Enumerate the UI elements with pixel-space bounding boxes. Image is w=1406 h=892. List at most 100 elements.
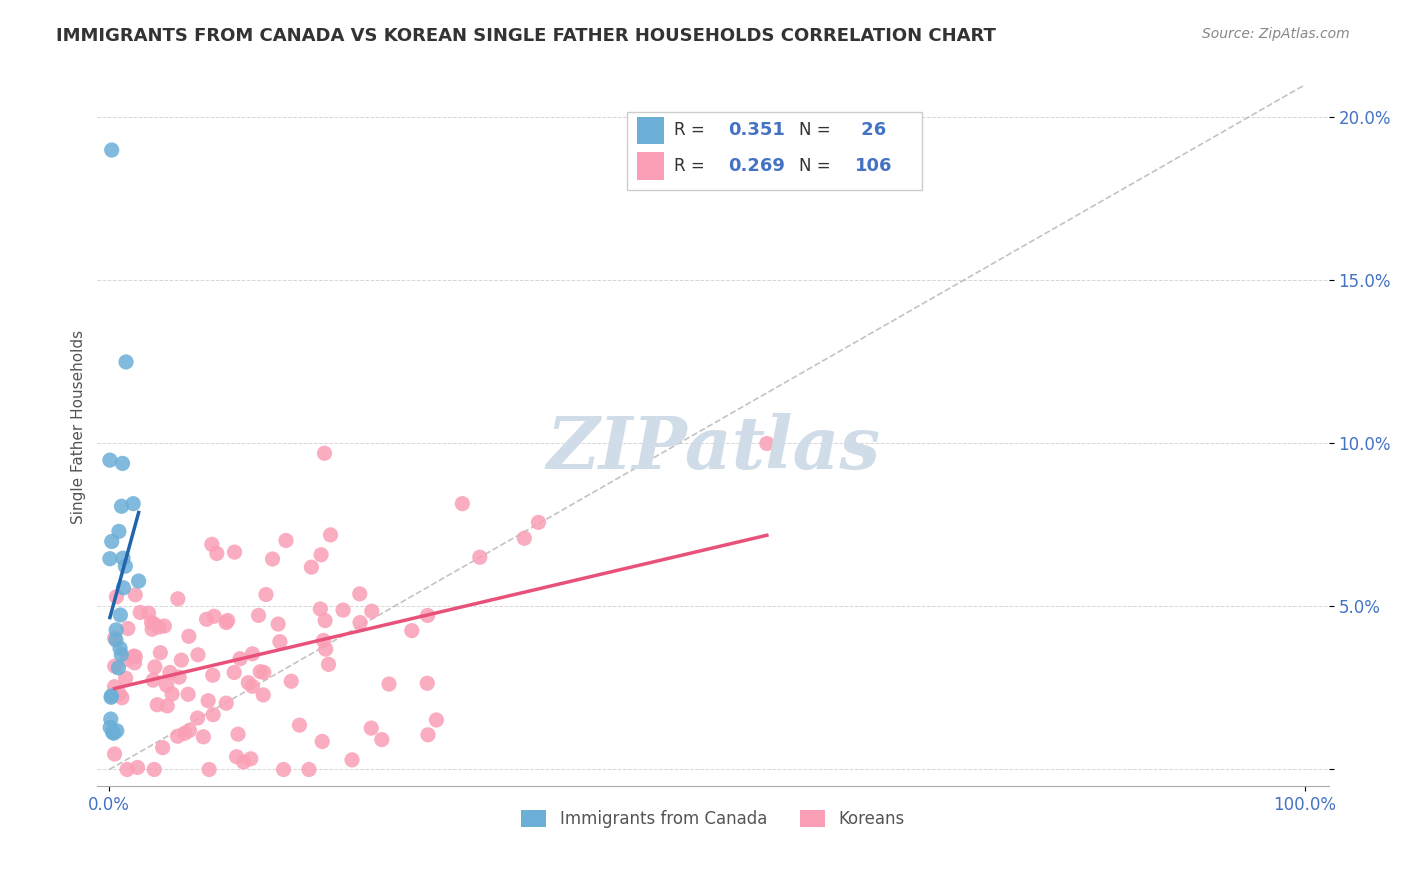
Point	[143, 763, 166, 777]
Point	[349, 615, 371, 630]
Point	[117, 622, 139, 636]
Point	[156, 698, 179, 713]
Point	[110, 648, 132, 662]
Point	[153, 619, 176, 633]
Point	[319, 528, 342, 542]
Point	[129, 606, 152, 620]
Point	[143, 617, 166, 632]
Point	[179, 723, 201, 738]
Point	[141, 622, 163, 636]
Point	[124, 649, 146, 664]
Bar	[637, 117, 664, 144]
Point	[110, 607, 132, 622]
Point	[198, 763, 221, 777]
Point	[127, 760, 149, 774]
Text: R =: R =	[673, 121, 710, 139]
Point	[253, 665, 276, 680]
Point	[249, 665, 271, 679]
Point	[100, 689, 122, 703]
Point	[332, 603, 354, 617]
Point	[101, 725, 124, 739]
Text: 26: 26	[855, 121, 886, 139]
Point	[155, 678, 177, 692]
Point	[247, 608, 270, 623]
Point	[309, 548, 332, 562]
Point	[112, 581, 135, 595]
Point	[262, 552, 284, 566]
Point	[312, 633, 335, 648]
Text: 0.351: 0.351	[728, 121, 785, 139]
Point	[468, 550, 491, 565]
Point	[105, 590, 128, 604]
Point	[224, 665, 246, 680]
Point	[527, 516, 550, 530]
Point	[215, 696, 238, 710]
Point	[349, 587, 371, 601]
Point	[239, 752, 262, 766]
Point	[378, 677, 401, 691]
Point	[108, 524, 131, 539]
Point	[114, 671, 136, 685]
Point	[201, 668, 224, 682]
Point	[242, 647, 264, 661]
Point	[299, 560, 322, 574]
Point	[311, 734, 333, 748]
Point	[100, 534, 122, 549]
Text: N =: N =	[799, 121, 837, 139]
Point	[108, 687, 131, 701]
Point	[318, 657, 340, 672]
Point	[143, 660, 166, 674]
Point	[267, 617, 290, 632]
Point	[104, 631, 127, 645]
Point	[170, 653, 193, 667]
Point	[100, 690, 122, 705]
Point	[166, 591, 188, 606]
Y-axis label: Single Father Households: Single Father Households	[72, 330, 86, 524]
Point	[401, 624, 423, 638]
Text: 0.269: 0.269	[728, 157, 785, 175]
Point	[152, 740, 174, 755]
FancyBboxPatch shape	[627, 112, 922, 191]
Point	[124, 656, 146, 670]
Point	[108, 641, 131, 656]
Text: N =: N =	[799, 157, 837, 175]
Point	[202, 609, 225, 624]
Point	[138, 606, 160, 620]
Point	[513, 531, 536, 545]
Point	[148, 620, 170, 634]
Point	[252, 688, 274, 702]
Point	[360, 604, 382, 618]
Point	[195, 612, 218, 626]
Point	[298, 763, 321, 777]
Point	[103, 747, 125, 761]
Point	[124, 588, 146, 602]
Point	[103, 680, 125, 694]
Point	[242, 679, 264, 693]
Point	[115, 652, 138, 666]
Point	[309, 602, 332, 616]
Point	[107, 661, 129, 675]
Point	[105, 623, 128, 637]
Point	[98, 453, 121, 467]
Point	[122, 497, 145, 511]
Point	[105, 723, 128, 738]
Text: R =: R =	[673, 157, 710, 175]
Point	[197, 694, 219, 708]
Point	[314, 446, 336, 460]
Point	[202, 707, 225, 722]
Point	[315, 642, 337, 657]
Point	[280, 674, 302, 689]
Point	[177, 629, 200, 643]
Point	[238, 675, 260, 690]
Point	[115, 355, 138, 369]
Point	[425, 713, 447, 727]
Point	[215, 615, 238, 630]
Point	[100, 712, 122, 726]
Point	[187, 711, 209, 725]
Text: 106: 106	[855, 157, 893, 175]
Point	[416, 676, 439, 690]
Point	[416, 608, 439, 623]
Point	[111, 551, 134, 566]
Point	[122, 649, 145, 664]
Point	[451, 497, 474, 511]
